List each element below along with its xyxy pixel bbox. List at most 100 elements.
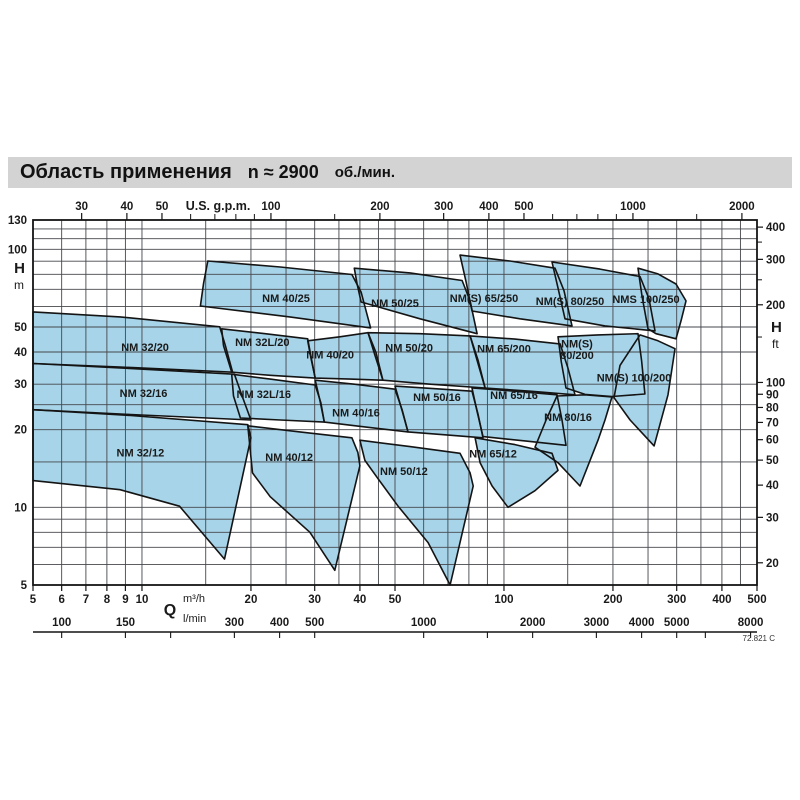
pump-region-fill-nm-32l-16 xyxy=(231,374,325,423)
bottom-axis-tick-label: 300 xyxy=(667,594,686,606)
pump-region-outline-nm-s-100-200 xyxy=(613,334,676,447)
left-axis-tick-label: 30 xyxy=(14,379,27,391)
top-axis-tick-label: 500 xyxy=(514,201,533,213)
pump-region-outline-nm-s-65-250 xyxy=(459,254,573,327)
pump-region-fill-nm-50-12 xyxy=(359,440,474,585)
top-axis-tick-label: 1000 xyxy=(620,201,646,213)
pump-region-outline-nm-s-80-200 xyxy=(557,332,646,398)
region-label-nm-40-12: NM 40/12 xyxy=(265,452,313,464)
top-axis-tick-label: 400 xyxy=(479,201,498,213)
region-label-nms-100-250: NMS 100/250 xyxy=(612,294,679,306)
region-label-nm-50-20: NM 50/20 xyxy=(385,343,433,355)
right-axis-tick-label: 70 xyxy=(766,417,779,429)
pump-region-fill-nm-40-12 xyxy=(247,425,360,571)
region-label-nm-s-100-200: NM(S) 100/200 xyxy=(597,372,672,384)
bottom-axis-tick-label: 5 xyxy=(30,594,37,606)
top-axis-tick-label: 100 xyxy=(261,201,280,213)
region-label-nm-s-65-250: NM(S) 65/250 xyxy=(450,293,518,305)
region-label-nm-32-12: NM 32/12 xyxy=(117,448,165,460)
lmin-tick-label: 300 xyxy=(225,617,244,629)
pump-region-fill-nm-s-65-250 xyxy=(460,255,572,326)
right-axis-tick-label: 200 xyxy=(766,300,785,312)
lmin-tick-label: 4000 xyxy=(629,617,655,629)
right-axis-tick-label: 90 xyxy=(766,389,779,401)
chart-title-bar: Область применения n ≈ 2900 об./мин. xyxy=(8,157,792,188)
rpm-unit: об./мин. xyxy=(334,164,396,181)
bottom-axis-tick-label: 6 xyxy=(58,594,64,606)
right-axis-tick-label: 80 xyxy=(766,402,779,414)
rpm-value: n ≈ 2900 xyxy=(247,162,319,182)
region-label-nm-40-25: NM 40/25 xyxy=(262,293,310,305)
right-axis-tick-label: 100 xyxy=(766,377,785,389)
bottom-axis-tick-label: 40 xyxy=(354,594,367,606)
region-label-nm-32l-16: NM 32L/16 xyxy=(237,389,291,401)
bottom-axis-tick-label: 500 xyxy=(747,594,766,606)
bottom-axis-tick-label: 200 xyxy=(603,594,622,606)
pump-region-fill-nm-40-20 xyxy=(307,332,383,381)
right-axis-tick-label: 40 xyxy=(766,480,779,492)
bottom-axis-tick-label: 9 xyxy=(122,594,128,606)
region-label-nm-s-80-200: NM(S) xyxy=(561,338,593,350)
region-label-nm-65-200: NM 65/200 xyxy=(477,344,531,356)
bottom-axis-tick-label: 400 xyxy=(712,594,731,606)
right-axis-unit-ft: ft xyxy=(772,337,779,351)
pump-region-outline-nm-50-25 xyxy=(353,267,478,335)
flow-axis-unit-lmin: l/min xyxy=(183,613,206,625)
right-axis-tick-label: 30 xyxy=(766,512,779,524)
region-label-nm-40-16: NM 40/16 xyxy=(332,408,380,420)
top-axis-tick-label: 40 xyxy=(120,201,133,213)
pump-region-outline-nm-65-16 xyxy=(471,387,567,447)
bottom-axis-tick-label: 100 xyxy=(494,594,513,606)
left-axis-tick-label: 50 xyxy=(14,322,27,334)
lmin-tick-label: 8000 xyxy=(738,617,764,629)
right-axis-tick-label: 60 xyxy=(766,435,779,447)
pump-region-fill-nm-32l-20 xyxy=(221,328,316,379)
left-axis-tick-label: 100 xyxy=(8,244,27,256)
pump-region-outline-nm-40-12 xyxy=(247,425,361,572)
pump-region-outline-nm-65-12 xyxy=(474,437,559,509)
region-label-nm-32-16: NM 32/16 xyxy=(120,388,168,400)
left-axis-tick-label: 130 xyxy=(8,215,27,227)
region-label-nm-65-16: NM 65/16 xyxy=(490,390,538,402)
left-axis-tick-label: 20 xyxy=(14,425,27,437)
left-axis-tick-label: 40 xyxy=(14,347,27,359)
pump-region-fill-nm-s-80-250 xyxy=(552,262,655,331)
region-label-nm-65-12: NM 65/12 xyxy=(469,448,517,460)
region-label-nm-50-16: NM 50/16 xyxy=(413,392,461,404)
pump-region-outline-nm-50-16 xyxy=(394,385,484,439)
pump-region-outline-nm-80-16 xyxy=(534,394,613,487)
pump-region-outline-nms-100-250 xyxy=(637,267,687,340)
right-axis-tick-label: 400 xyxy=(766,222,785,234)
left-axis-unit-h: H xyxy=(14,260,25,277)
region-label-nm-32-20: NM 32/20 xyxy=(121,342,169,354)
region-label-nm-80-16: NM 80/16 xyxy=(544,412,592,424)
pump-region-fill-nm-40-16 xyxy=(315,380,408,432)
lmin-tick-label: 400 xyxy=(270,617,289,629)
bottom-axis-tick-label: 8 xyxy=(104,594,111,606)
top-axis-tick-label: 30 xyxy=(75,201,88,213)
region-label-nm-s-80-250: NM(S) 80/250 xyxy=(536,296,604,308)
region-label-nm-50-12: NM 50/12 xyxy=(380,466,428,478)
right-axis-tick-label: 50 xyxy=(766,455,779,467)
top-axis-tick-label: 300 xyxy=(434,201,453,213)
lmin-tick-label: 5000 xyxy=(664,617,690,629)
bottom-axis-tick-label: 20 xyxy=(245,594,258,606)
pump-region-outline-nm-32-12 xyxy=(32,408,252,560)
top-axis-tick-label: 200 xyxy=(370,201,389,213)
top-axis-tick-label: 50 xyxy=(156,201,169,213)
pump-region-fill-nm-50-16 xyxy=(395,386,483,438)
lmin-tick-label: 1000 xyxy=(411,617,437,629)
bottom-axis-tick-label: 10 xyxy=(136,594,149,606)
left-axis-tick-label: 10 xyxy=(14,502,27,514)
lmin-tick-label: 500 xyxy=(305,617,324,629)
pump-region-outline-nm-s-80-250 xyxy=(551,261,656,332)
lmin-tick-label: 150 xyxy=(116,617,135,629)
top-axis-tick-label: 2000 xyxy=(729,201,755,213)
region-label-nm-40-20: NM 40/20 xyxy=(306,350,354,362)
flow-axis-unit-m3h: m³/h xyxy=(183,593,205,605)
lmin-tick-label: 3000 xyxy=(584,617,610,629)
right-axis-unit-h: H xyxy=(771,319,782,336)
right-axis-tick-label: 300 xyxy=(766,254,785,266)
pump-region-fill-nm-65-200 xyxy=(470,335,575,395)
